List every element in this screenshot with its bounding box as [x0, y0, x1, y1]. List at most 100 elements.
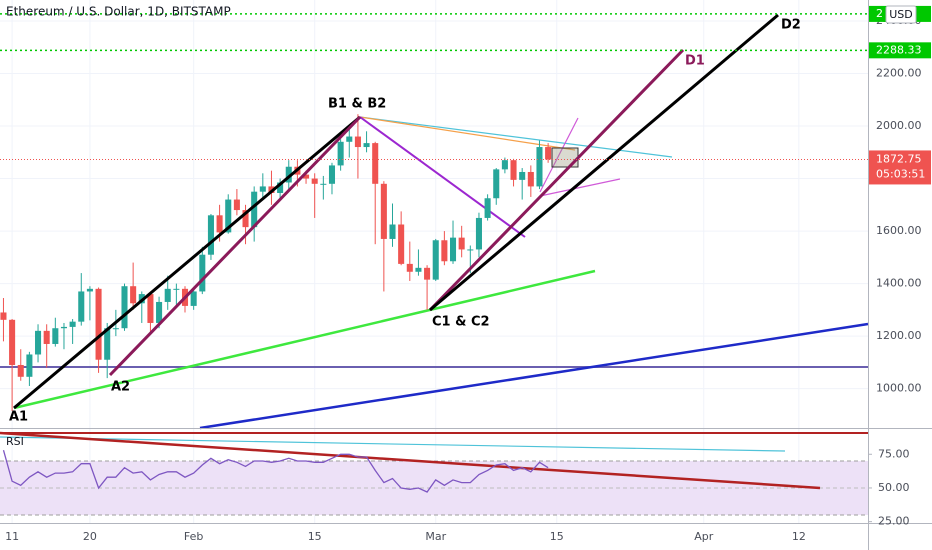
candle-body [363, 143, 370, 148]
trend-line [539, 117, 579, 193]
overlay: 11 20 Feb 15 Mar 15 Apr 12 1000.00 1200.00 1400.00… [0, 5, 931, 543]
trend-line [13, 115, 361, 410]
countdown: 05:03:51 [876, 167, 925, 180]
candle-body [259, 186, 266, 192]
trend-line [359, 116, 526, 238]
annotation: B1 & B2 [328, 97, 386, 112]
candle-body [406, 263, 413, 272]
candle-body [52, 328, 59, 344]
annotation: C1 & C2 [432, 315, 490, 330]
x-tick-label: 12 [792, 530, 806, 543]
price-line-label-box [869, 42, 931, 59]
candle-body [458, 237, 465, 250]
candle-body [17, 364, 24, 377]
x-tick-label: 11 [5, 530, 19, 543]
rsi-line [2, 450, 549, 493]
x-tick-label: 20 [83, 530, 97, 543]
candle-body [467, 249, 474, 251]
candle-body [251, 191, 258, 228]
y-tick-label: 50.00 [878, 481, 910, 494]
y-tick-label: 1400.00 [876, 277, 922, 290]
candle-body [225, 199, 232, 233]
candle-body [328, 165, 336, 184]
candle-body [519, 171, 526, 180]
rsi-trend-line [0, 436, 786, 452]
candle-body [337, 141, 344, 166]
y-tick-label: 1000.00 [876, 382, 922, 395]
candle-body [43, 330, 50, 344]
candle-body [164, 288, 171, 302]
candle-body [190, 291, 197, 306]
x-tick-label: Apr [694, 530, 714, 543]
candle-body [380, 183, 387, 239]
trend-line [199, 322, 869, 430]
candle-body [0, 312, 7, 320]
candle-body [86, 288, 93, 292]
candle-body [501, 160, 508, 170]
x-tick-label: Feb [184, 530, 203, 543]
candle-body [415, 267, 422, 272]
currency[interactable]: USD [889, 8, 913, 21]
last-price-box [869, 150, 931, 185]
candle-body [130, 286, 137, 304]
annotation: A1 [9, 410, 28, 425]
candle-body [527, 171, 534, 187]
candle-body [441, 240, 448, 262]
candle-body [493, 169, 500, 199]
rsi [2, 450, 549, 493]
trend-line [108, 115, 362, 377]
candle-body [173, 288, 180, 290]
candle-body [372, 143, 379, 184]
last-price-label: 1872.75 [876, 152, 922, 165]
candle-body [216, 215, 223, 233]
candle-body [242, 210, 249, 228]
candle-body [545, 147, 552, 160]
trend-line [539, 178, 621, 197]
candle-body [9, 319, 16, 365]
candle-body [475, 217, 482, 250]
rectangle [551, 147, 579, 168]
annotation: D1 [685, 54, 705, 69]
x-tick-label: 15 [550, 530, 564, 543]
candle-body [26, 354, 33, 377]
candle-body [35, 330, 42, 355]
trend-line [429, 13, 779, 312]
candle-body [449, 237, 457, 262]
y-tick-label: 2200.00 [876, 67, 922, 80]
price-line-label: 2288.33 [876, 43, 922, 56]
candle-body [424, 267, 431, 280]
candle-body [60, 326, 68, 329]
indicator-title: RSI [6, 435, 24, 448]
candle-body [199, 254, 206, 292]
candle-body [432, 240, 439, 280]
candle-body [121, 286, 128, 329]
chart-title: Ethereum / U.S. Dollar, 1D, BITSTAMP [6, 5, 231, 19]
candle-body [510, 160, 517, 180]
candle-body [311, 178, 318, 184]
candle-body [95, 288, 102, 360]
candle-body [346, 136, 353, 142]
trend-line [13, 269, 596, 410]
trend-line [428, 48, 685, 312]
candle-body [484, 198, 491, 218]
y-tick-label: 25.00 [878, 515, 910, 528]
candle-body [104, 328, 111, 360]
candle-body [285, 166, 292, 183]
annotation: D2 [781, 18, 801, 33]
candle-body [398, 224, 405, 264]
candle-body [156, 301, 163, 323]
candle-body [320, 183, 327, 185]
y-tick-label: 1200.00 [876, 329, 922, 342]
candle-body [303, 174, 310, 179]
candle-body [112, 328, 119, 330]
x-tick-label: 15 [308, 530, 322, 543]
candle-body [536, 147, 543, 187]
candle-body [69, 321, 76, 327]
y-tick-label: 2000.00 [876, 119, 922, 132]
y-tick-label: 75.00 [878, 447, 910, 460]
currency-box[interactable] [885, 5, 917, 24]
candle-body [207, 215, 214, 255]
